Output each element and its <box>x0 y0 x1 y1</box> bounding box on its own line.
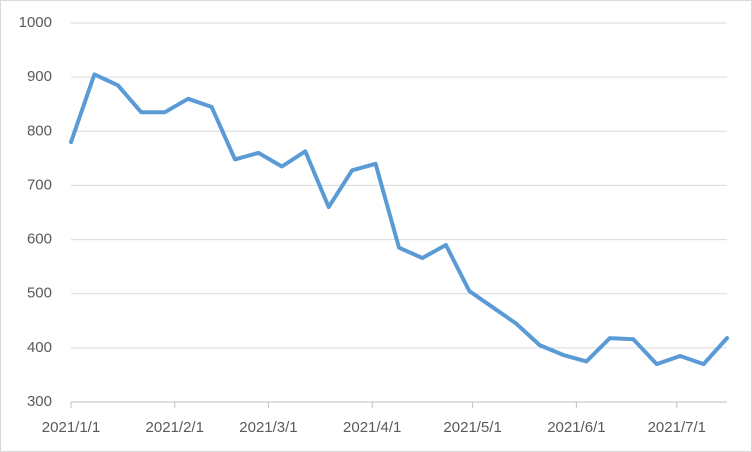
x-tick-label: 2021/5/1 <box>443 419 501 436</box>
y-tick-label: 500 <box>27 285 52 302</box>
x-tick-label: 2021/3/1 <box>239 419 297 436</box>
y-tick-label: 800 <box>27 122 52 139</box>
x-tick-label: 2021/2/1 <box>146 419 204 436</box>
x-tick-label: 2021/1/1 <box>42 419 100 436</box>
x-tick-label: 2021/7/1 <box>648 419 706 436</box>
y-tick-label: 1000 <box>19 14 52 31</box>
y-tick-label: 300 <box>27 393 52 410</box>
data-line <box>69 72 729 367</box>
y-tick-label: 600 <box>27 231 52 248</box>
x-tick-label: 2021/4/1 <box>343 419 401 436</box>
y-tick-label: 700 <box>27 176 52 193</box>
y-tick-label: 900 <box>27 68 52 85</box>
y-tick-label: 400 <box>27 339 52 356</box>
x-tick-label: 2021/6/1 <box>547 419 605 436</box>
